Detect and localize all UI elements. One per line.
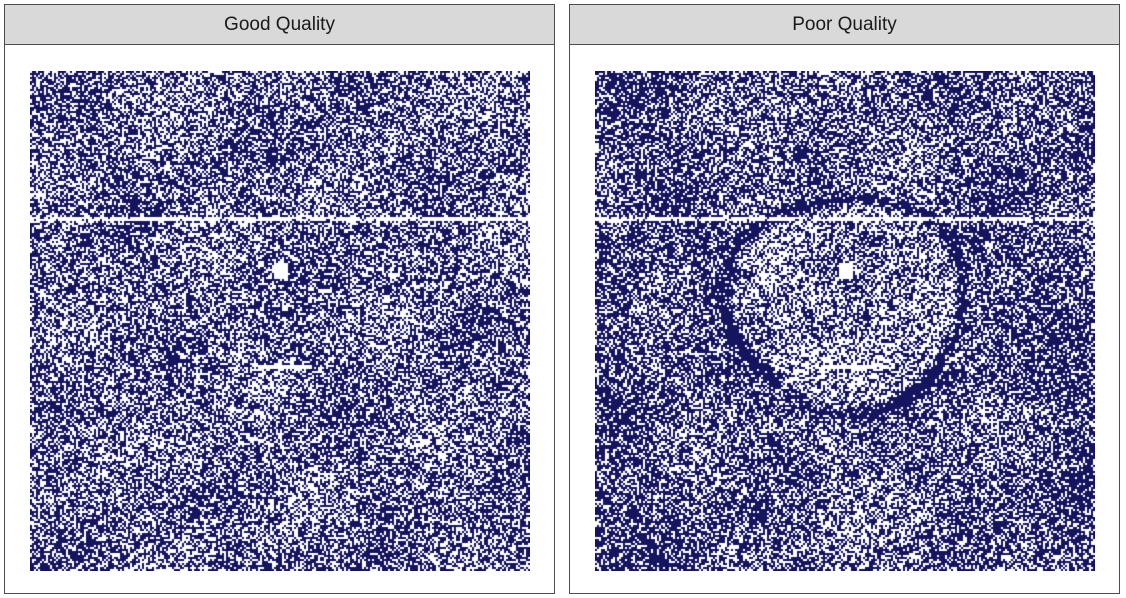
panel-good-quality: Good Quality bbox=[4, 4, 555, 594]
panel-title: Poor Quality bbox=[570, 5, 1119, 45]
scatter-canvas-poor bbox=[595, 71, 1095, 571]
panel-title-text: Good Quality bbox=[224, 13, 335, 35]
scatter-plot-poor bbox=[595, 71, 1095, 571]
scatter-plot-good bbox=[30, 71, 530, 571]
panel-poor-quality: Poor Quality bbox=[569, 4, 1120, 594]
panel-title: Good Quality bbox=[5, 5, 554, 45]
scatter-canvas-good bbox=[30, 71, 530, 571]
panel-title-text: Poor Quality bbox=[792, 13, 897, 35]
